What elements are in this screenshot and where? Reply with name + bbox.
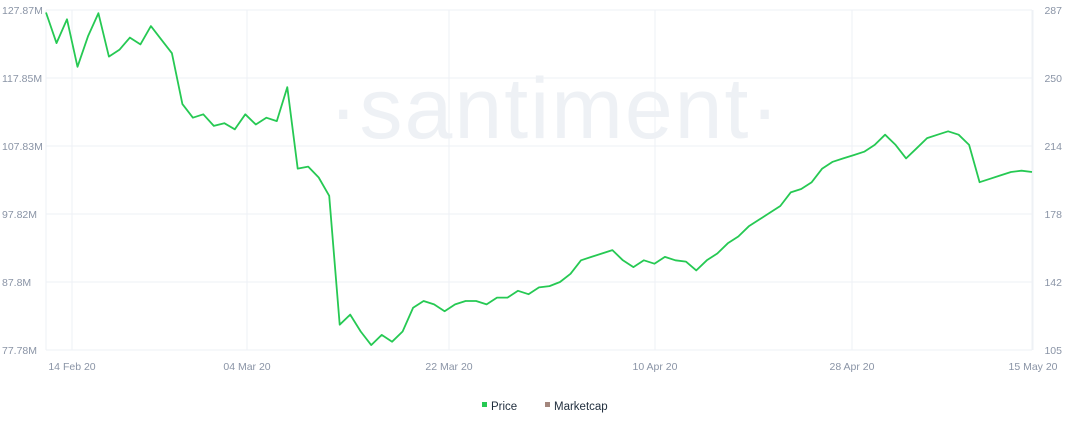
right-tick-label: 105 (1044, 345, 1062, 357)
legend-label-marketcap: Marketcap (554, 401, 608, 413)
grid-lines (45, 9, 1034, 351)
right-tick-label: 287 (1044, 5, 1062, 17)
legend-swatch-price (482, 402, 487, 407)
left-tick-label: 77.78M (2, 345, 37, 357)
x-tick-label: 28 Apr 20 (830, 361, 875, 373)
series-layer (45, 12, 1033, 347)
x-tick-label: 14 Feb 20 (48, 361, 95, 373)
x-tick-label: 15 May 20 (1008, 361, 1057, 373)
left-tick-label: 97.82M (2, 209, 37, 221)
right-tick-label: 250 (1044, 73, 1062, 85)
x-tick-label: 10 Apr 20 (633, 361, 678, 373)
legend-label-price: Price (491, 401, 517, 413)
right-y-axis: 287 250 214 178 142 105 (1044, 5, 1062, 357)
series-line-price (45, 12, 1033, 347)
left-tick-label: 107.83M (2, 141, 43, 153)
left-tick-label: 87.8M (2, 277, 31, 289)
x-tick-label: 04 Mar 20 (223, 361, 270, 373)
left-tick-label: 117.85M (2, 73, 42, 85)
right-tick-label: 214 (1044, 141, 1062, 153)
legend: Price Marketcap (482, 401, 608, 413)
x-axis: 14 Feb 20 04 Mar 20 22 Mar 20 10 Apr 20 28 A… (48, 361, 1057, 373)
right-tick-label: 142 (1044, 277, 1062, 289)
x-tick-label: 22 Mar 20 (425, 361, 472, 373)
left-y-axis: 127.87M 117.85M 107.83M 97.82M 87.8M 77.78M (2, 5, 43, 357)
right-tick-label: 178 (1044, 209, 1062, 221)
santiment-watermark: ·santiment· (329, 61, 781, 157)
legend-swatch-marketcap (545, 402, 550, 407)
left-tick-label: 127.87M (2, 5, 43, 17)
